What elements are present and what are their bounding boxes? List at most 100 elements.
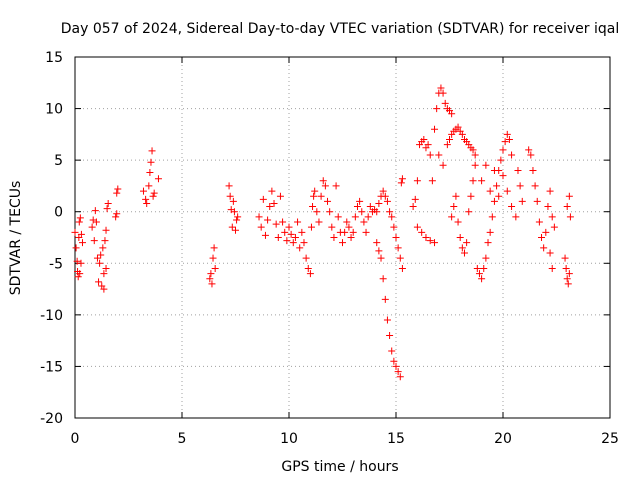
data-point [268,187,276,195]
y-tick-label: 0 [54,205,63,221]
data-point [317,192,325,200]
data-point [291,234,299,241]
data-point [533,197,541,205]
data-point [458,130,466,138]
data-point [475,270,483,278]
data-point [490,166,498,174]
data-point [366,203,374,211]
y-axis-label: SDTVAR / TECUs [8,181,24,296]
data-point [92,218,100,226]
data-point [473,264,481,272]
data-point [398,175,406,183]
data-point [306,270,314,278]
data-point [332,182,340,190]
data-point [102,226,110,234]
data-point [418,228,426,236]
data-point [148,147,156,155]
data-point [548,213,556,221]
data-point [112,213,120,221]
data-point [535,218,543,226]
x-tick-label: 10 [280,431,298,447]
data-point [101,237,109,245]
data-point [351,213,359,221]
x-tick-label: 20 [494,431,512,447]
data-point [383,316,391,324]
data-point [104,199,112,207]
y-tick-label: -10 [40,308,63,324]
data-point [302,254,310,262]
data-point [281,228,289,236]
data-point [208,280,216,288]
data-point [550,223,558,231]
data-point [383,197,391,205]
data-point [76,270,84,278]
data-point [563,275,571,283]
data-point [413,177,421,185]
data-point [452,192,460,200]
data-point [373,239,381,247]
x-tick-label: 5 [178,431,187,447]
data-point [345,223,353,231]
data-point [147,158,155,166]
data-point [499,172,507,180]
data-point [334,213,342,221]
y-tick-label: -15 [40,359,63,375]
data-point [377,254,385,262]
data-point [493,182,501,190]
data-point [437,84,445,92]
data-point [341,228,349,236]
data-point [77,230,85,238]
data-point [145,182,153,190]
data-point [294,218,302,226]
data-point [484,239,492,247]
data-point [388,347,396,355]
data-point [562,264,570,272]
data-point [525,146,533,154]
data-point [497,156,505,164]
data-point [514,166,522,174]
data-point [411,195,419,203]
data-point [91,207,99,215]
data-point [529,166,537,174]
data-point [356,197,364,205]
y-tick-label: 5 [54,153,63,169]
data-point [225,182,233,190]
x-tick-label: 15 [387,431,405,447]
data-point [343,218,351,226]
data-point [353,203,361,211]
data-point [207,270,215,278]
data-point [394,368,402,376]
chart-title: Day 057 of 2024, Sidereal Day-to-day VTE… [61,21,619,37]
data-point [330,234,338,241]
data-point [396,373,404,381]
data-point [142,195,150,203]
data-point [508,203,516,211]
data-point [426,237,434,245]
data-point [102,264,110,272]
data-point [486,187,494,195]
data-point [375,199,383,207]
data-point [313,208,321,216]
data-point [232,226,239,234]
data-point [264,216,272,224]
data-point [90,237,98,245]
y-tick-label: -5 [49,256,63,272]
data-point [379,187,387,195]
data-point [458,244,466,252]
data-point [441,99,449,107]
data-point [426,151,434,159]
data-point [209,254,217,262]
data-point [272,220,280,228]
data-point [439,161,447,169]
data-point [471,151,479,159]
data-point [390,357,398,365]
data-point [347,234,355,241]
data-point [230,208,238,216]
data-point [310,192,318,200]
data-point [74,273,82,281]
data-point [563,203,571,211]
data-point [77,259,85,267]
data-point [95,278,103,286]
data-point [154,175,162,183]
